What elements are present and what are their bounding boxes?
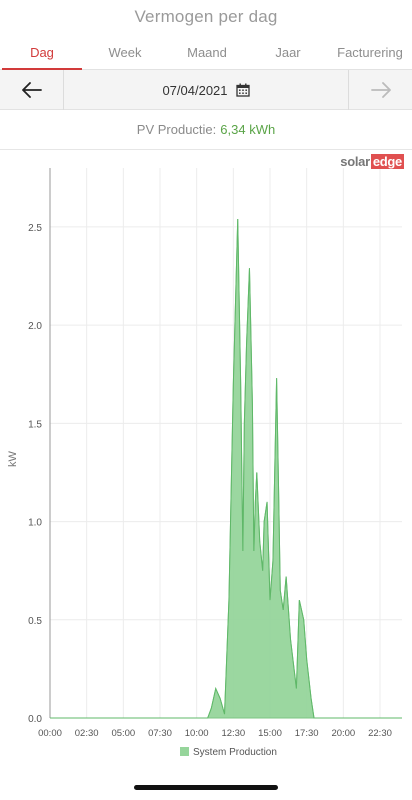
tab-week[interactable]: Week [84,34,166,70]
y-tick-label: 0.0 [28,714,42,725]
date-picker[interactable]: 07/04/2021 [64,70,348,110]
x-tick-label: 17:30 [295,728,319,739]
tab-facturering-label: Facturering [337,44,403,60]
y-tick-label: 1.0 [28,518,42,529]
page-title: Vermogen per dag [134,7,278,26]
tab-jaar-label: Jaar [275,44,301,60]
next-day-button[interactable] [348,70,412,110]
tab-week-label: Week [108,44,142,60]
x-tick-label: 02:30 [75,728,99,739]
y-tick-label: 2.0 [28,321,42,332]
screen-header: Vermogen per dag [0,0,412,34]
tab-maand[interactable]: Maand [166,34,248,70]
tab-jaar[interactable]: Jaar [248,34,328,70]
logo-text-solar: solar [340,153,370,169]
legend-label: System Production [193,747,277,758]
series-line-system-production [50,219,402,719]
x-tick-label: 10:00 [185,728,209,739]
production-label: PV Productie: [136,122,217,137]
production-value: 6,34 kWh [220,122,276,137]
tab-dag-label: Dag [30,44,54,60]
x-tick-label: 00:00 [38,728,62,739]
solaredge-logo: solar edge [340,152,404,170]
y-tick-label: 0.5 [28,616,42,627]
arrow-left-icon [21,82,42,98]
arrow-right-icon [370,82,391,98]
period-tabs: Dag Week Maand Jaar Facturering [0,34,412,71]
x-tick-label: 20:00 [331,728,355,739]
x-tick-label: 12:30 [221,728,245,739]
x-tick-label: 07:30 [148,728,172,739]
tab-facturering[interactable]: Facturering [328,34,412,70]
x-tick-label: 22:30 [368,728,392,739]
chart-svg: 0.0 0.5 1.0 1.5 2.0 2.5 00:00 02:30 05:00 07:30 10… [7,168,402,758]
x-tick-label: 05:00 [111,728,135,739]
production-summary: PV Productie: 6,34 kWh [0,110,412,150]
series-area-system-production [50,219,402,719]
y-tick-label: 1.5 [28,419,42,430]
selected-date: 07/04/2021 [162,82,228,98]
legend-swatch [180,747,189,756]
tab-dag[interactable]: Dag [0,34,84,71]
x-tick-label: 15:00 [258,728,282,739]
y-axis-label: kW [7,450,19,467]
y-tick-label: 2.5 [28,223,42,234]
logo-text-edge: edge [370,153,404,169]
home-indicator [134,785,278,790]
tab-maand-label: Maand [187,44,227,60]
calendar-icon [235,83,250,97]
previous-day-button[interactable] [0,70,64,110]
date-navigator: 07/04/2021 [0,70,412,110]
production-chart: 0.0 0.5 1.0 1.5 2.0 2.5 00:00 02:30 05:00 07:30 10… [0,150,412,766]
